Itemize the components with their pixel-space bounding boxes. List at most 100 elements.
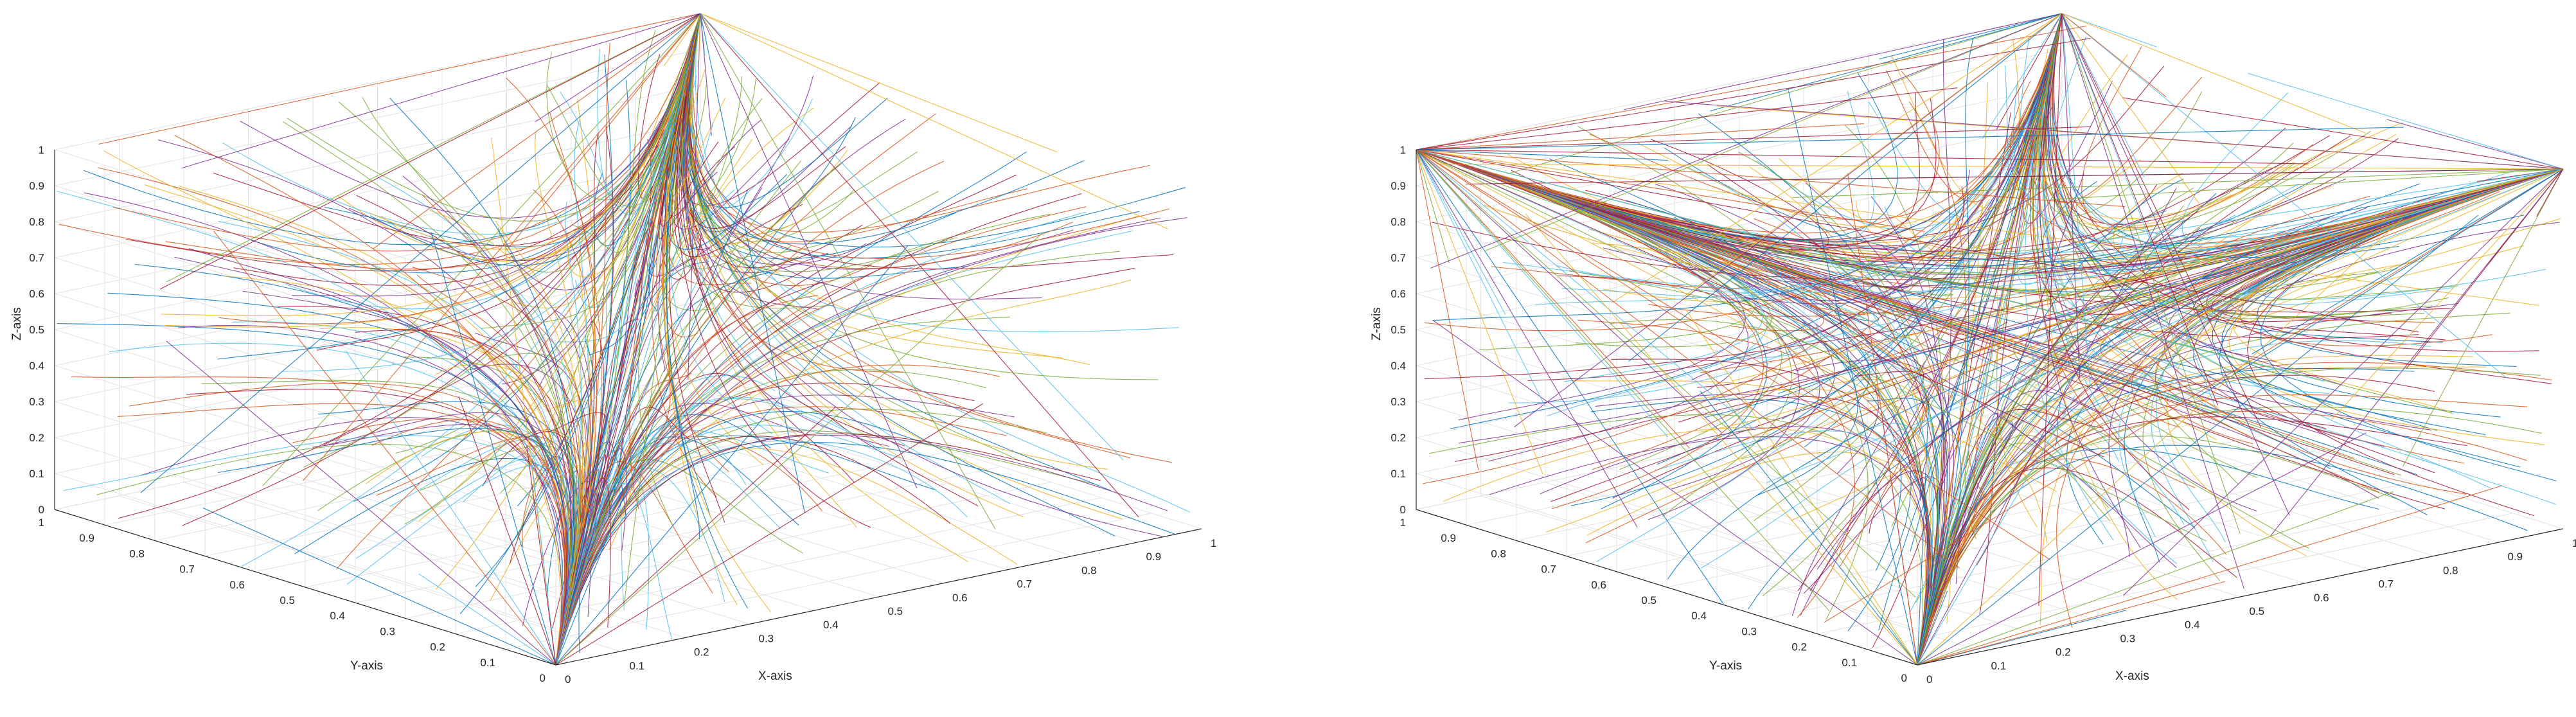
trajectory-line xyxy=(2226,168,2564,252)
trajectory-line xyxy=(1416,149,1691,449)
grid-line xyxy=(441,427,944,584)
trajectory-line xyxy=(2386,119,2564,170)
trajectory-line xyxy=(2052,168,2564,200)
grid-line xyxy=(1516,403,2163,541)
trajectory-line xyxy=(1416,149,1764,509)
trajectory-line xyxy=(1917,491,2394,666)
trajectory-line xyxy=(1917,590,1948,666)
trajectory-line xyxy=(2044,13,2178,397)
trajectory-line xyxy=(2043,13,2380,493)
trajectory-line xyxy=(182,13,701,526)
trajectory-line xyxy=(2042,13,2203,203)
trajectory-line xyxy=(145,184,572,666)
trajectory-line xyxy=(2055,168,2564,447)
trajectory-line xyxy=(1416,149,2419,333)
trajectory-line xyxy=(555,425,901,666)
trajectory-line xyxy=(1489,436,1932,666)
trajectory-line xyxy=(685,13,853,233)
grid-line xyxy=(506,414,1008,571)
x-tick-label: 0.4 xyxy=(823,619,839,631)
trajectory-line xyxy=(2039,168,2564,625)
trajectory-line xyxy=(1732,168,2564,382)
y-axis-line xyxy=(54,509,556,666)
trajectory-line xyxy=(71,376,569,666)
trajectory-line xyxy=(2228,168,2564,445)
trajectory-line xyxy=(666,13,749,609)
trajectory-line xyxy=(1430,13,2063,269)
trajectory-line xyxy=(1589,13,2063,220)
y-tick-label: 1 xyxy=(1400,517,1406,529)
trajectory-line xyxy=(1917,485,2502,666)
trajectory-line xyxy=(555,193,1082,666)
x-tick-label: 0.3 xyxy=(2120,632,2136,644)
trajectory-line xyxy=(1817,168,2564,570)
trajectory-line xyxy=(555,409,1047,666)
trajectory-line xyxy=(294,457,574,666)
trajectory-line xyxy=(2061,13,2167,98)
trajectory-line xyxy=(660,13,719,227)
trajectory-line xyxy=(555,217,1187,666)
trajectory-line xyxy=(1704,369,1918,666)
trajectory-line xyxy=(535,13,701,123)
y-tick-label: 0.9 xyxy=(79,532,94,544)
trajectory-line xyxy=(1917,245,2524,666)
trajectory-line xyxy=(2219,168,2564,515)
trajectory-line xyxy=(84,192,562,666)
trajectory-line xyxy=(1416,149,2126,208)
trajectory-line xyxy=(1910,13,2063,552)
trajectory-line xyxy=(665,13,764,466)
trajectory-line xyxy=(2406,168,2564,369)
trajectory-line xyxy=(1845,125,1944,666)
trajectory-line xyxy=(2047,13,2501,418)
trajectory-line xyxy=(1657,13,2063,465)
z-tick-label: 0.6 xyxy=(29,288,44,300)
x-tick-label: 0.5 xyxy=(2250,605,2265,617)
grid-line xyxy=(1416,13,2063,150)
y-tick-label: 0.7 xyxy=(1541,563,1556,576)
trajectory-line xyxy=(682,13,1085,245)
trajectory-line xyxy=(2261,168,2564,482)
trajectory-line xyxy=(177,324,567,666)
trajectory-line xyxy=(686,13,1150,233)
trajectory-line xyxy=(1450,13,2063,429)
trajectory-line xyxy=(1628,13,2063,362)
z-tick-label: 0.9 xyxy=(1390,180,1406,192)
y-tick-label: 0 xyxy=(540,672,546,684)
trajectory-line xyxy=(555,107,815,666)
trajectory-line xyxy=(1917,211,2198,666)
trajectory-line xyxy=(638,13,701,525)
trajectory-line xyxy=(159,13,701,290)
y-tick-label: 0.6 xyxy=(229,579,245,591)
z-tick-label: 0 xyxy=(39,504,44,516)
x-tick-label: 0.2 xyxy=(694,646,709,659)
grid-line xyxy=(54,193,701,330)
trajectory-line xyxy=(579,13,701,412)
trajectory-line xyxy=(1894,168,2564,299)
trajectory-line xyxy=(1416,149,2331,470)
trajectory-line xyxy=(555,478,650,666)
trajectory-line xyxy=(218,13,701,324)
trajectory-line xyxy=(393,328,567,666)
trajectory-line xyxy=(1917,247,2233,666)
trajectory-line xyxy=(1917,237,2210,666)
trajectory-line xyxy=(356,195,582,666)
y-tick-label: 0.7 xyxy=(179,563,195,576)
trajectory-line xyxy=(1416,149,1746,421)
trajectory-line xyxy=(189,248,570,666)
trajectory-line xyxy=(1854,371,1944,666)
trajectory-line xyxy=(1917,218,2403,666)
trajectory-line xyxy=(1416,149,2308,164)
trajectory-line xyxy=(1917,215,2479,666)
trajectory-line xyxy=(1416,149,2395,475)
x-tick-label: 0.6 xyxy=(952,592,968,604)
trajectory-line xyxy=(555,442,595,666)
trajectory-line xyxy=(1416,149,1638,528)
trajectory-line xyxy=(2402,168,2564,467)
trajectory-line xyxy=(2331,168,2564,420)
trajectory-line xyxy=(1416,87,1958,150)
trajectory-line xyxy=(2123,168,2564,596)
trajectory-line xyxy=(555,443,781,666)
trajectory-line xyxy=(687,13,1115,536)
x-tick-label: 0.8 xyxy=(2443,564,2458,576)
trajectory-line xyxy=(429,209,580,666)
